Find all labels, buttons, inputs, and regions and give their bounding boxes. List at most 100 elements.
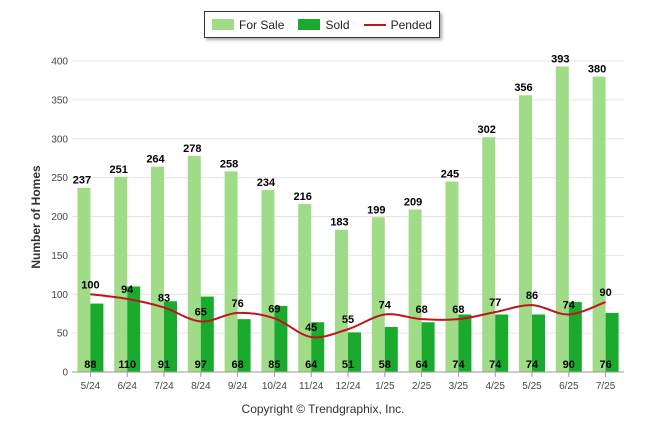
bar-sold	[568, 302, 582, 372]
label-sold: 91	[158, 359, 170, 371]
label-sold: 90	[563, 359, 575, 371]
label-pended: 68	[452, 304, 464, 316]
label-pended: 65	[195, 306, 207, 318]
bar-sold	[421, 322, 435, 372]
bar-sold	[605, 312, 619, 372]
bar-for-sale	[151, 166, 164, 372]
label-sold: 74	[526, 359, 539, 371]
bar-for-sale	[555, 66, 569, 372]
label-sold: 64	[305, 359, 318, 371]
label-pended: 68	[415, 304, 427, 316]
label-for-sale: 393	[551, 53, 569, 65]
label-for-sale: 234	[257, 177, 276, 189]
x-tick-label: 8/24	[191, 381, 211, 392]
y-tick-label-50: 50	[57, 329, 69, 340]
label-pended: 94	[121, 284, 134, 296]
legend-item-for-sale[interactable]: For Sale	[212, 18, 284, 32]
bar-for-sale	[482, 137, 496, 372]
label-for-sale: 258	[220, 158, 238, 170]
bar-for-sale	[408, 209, 422, 372]
legend: For Sale Sold Pended	[204, 11, 440, 38]
bar-sold	[495, 314, 509, 372]
bar-for-sale	[335, 229, 348, 372]
legend-label-sold: Sold	[325, 17, 350, 32]
bar-for-sale	[261, 190, 275, 372]
label-pended: 100	[81, 279, 99, 291]
bar-for-sale	[445, 181, 459, 372]
x-tick-label: 10/24	[262, 381, 287, 392]
bar-for-sale	[187, 155, 201, 372]
x-tick-label: 5/24	[81, 381, 101, 392]
data-labels: 237 88 251 110 264 91 278 97 258 68 234 85 216 64 183 5…	[73, 53, 612, 371]
for-sale-swatch	[212, 19, 235, 30]
x-tick-label: 6/24	[117, 381, 137, 392]
legend-label-pended: Pended	[390, 17, 432, 32]
bar-sold	[200, 296, 214, 372]
label-pended: 45	[305, 322, 317, 334]
legend-item-pended[interactable]: Pended	[363, 17, 432, 32]
label-pended: 55	[342, 314, 354, 326]
label-sold: 68	[231, 359, 243, 371]
pended-swatch	[363, 23, 386, 26]
x-tick-label: 3/25	[449, 381, 469, 392]
y-tick-label-150: 150	[51, 251, 68, 262]
x-axis-ticks: 5/24 6/24 7/24 8/24 9/24 10/24 11/24 12/24 1/25 2…	[81, 372, 616, 392]
x-tick-label: 9/24	[228, 381, 248, 392]
bar-sold	[311, 322, 325, 372]
x-tick-label: 12/24	[335, 381, 360, 392]
label-pended: 90	[599, 287, 611, 299]
label-sold: 110	[118, 359, 136, 371]
y-tick-label-350: 350	[51, 95, 68, 106]
y-axis-title: Number of Homes	[29, 165, 43, 269]
y-axis-ticks: 0 50 100 150 200 250 300 350 400	[51, 57, 68, 379]
x-tick-label: 6/25	[559, 381, 579, 392]
label-for-sale: 356	[514, 82, 532, 94]
bar-for-sale	[77, 187, 91, 372]
label-pended: 74	[563, 299, 576, 311]
label-for-sale: 245	[441, 169, 459, 181]
label-for-sale: 199	[367, 204, 385, 216]
bar-sold	[237, 319, 251, 372]
bar-sold	[384, 326, 398, 372]
x-tick-label: 4/25	[485, 381, 505, 392]
label-for-sale: 302	[478, 124, 496, 136]
label-sold: 97	[195, 359, 207, 371]
x-tick-label: 11/24	[299, 381, 324, 392]
y-tick-label-400: 400	[51, 57, 68, 68]
label-for-sale: 251	[110, 164, 128, 176]
x-tick-label: 5/25	[522, 381, 542, 392]
bar-for-sale	[224, 171, 238, 372]
label-for-sale: 278	[183, 143, 201, 155]
label-for-sale: 237	[73, 175, 91, 187]
label-for-sale: 264	[146, 154, 165, 166]
bar-sold	[164, 301, 177, 372]
label-sold: 74	[489, 359, 502, 371]
pended-line	[90, 293, 606, 339]
y-tick-label-200: 200	[51, 212, 68, 223]
bar-sold	[127, 286, 141, 372]
x-tick-label: 2/25	[412, 381, 432, 392]
label-pended: 69	[268, 303, 280, 315]
legend-label-for-sale: For Sale	[239, 17, 285, 32]
legend-item-sold[interactable]: Sold	[298, 17, 350, 32]
bar-sold	[90, 303, 104, 372]
label-sold: 58	[379, 359, 391, 371]
label-sold: 85	[268, 359, 280, 371]
bar-for-sale	[519, 95, 532, 373]
y-tick-label-250: 250	[51, 173, 68, 184]
bar-for-sale	[592, 76, 606, 373]
x-tick-label: 7/25	[596, 381, 616, 392]
bar-for-sale	[114, 176, 128, 372]
bar-for-sale	[298, 204, 312, 372]
label-sold: 64	[415, 359, 428, 371]
label-for-sale: 183	[330, 217, 348, 229]
label-pended: 86	[526, 290, 538, 302]
bar-sold	[532, 314, 545, 372]
label-for-sale: 380	[588, 64, 606, 76]
x-tick-label: 7/24	[154, 381, 174, 392]
y-tick-label-0: 0	[62, 368, 68, 379]
label-sold: 51	[342, 359, 354, 371]
pended-line-group	[90, 293, 606, 339]
sold-swatch	[298, 19, 321, 30]
label-pended: 76	[231, 298, 243, 310]
